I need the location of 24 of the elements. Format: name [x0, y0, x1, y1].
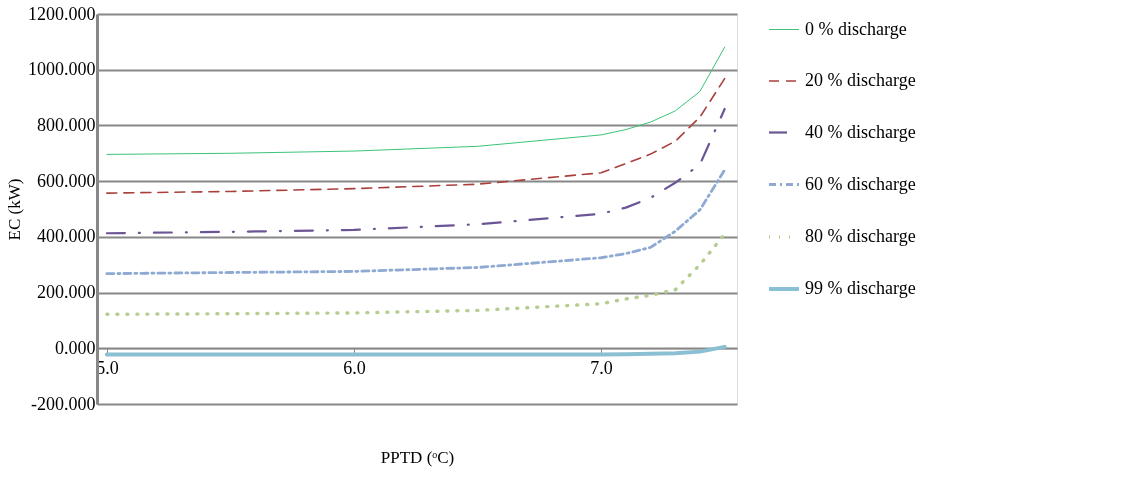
line-series: [105, 107, 726, 235]
y-tick-label: 400.000: [37, 226, 96, 247]
y-tick-label: 1200.000: [28, 3, 96, 24]
y-axis-title: EC (kW): [5, 178, 24, 241]
y-tick-label: 0.000: [55, 337, 96, 358]
y-tick-label: 200.000: [37, 282, 96, 303]
legend-label: 80 % discharge: [805, 226, 916, 246]
legend-label: 40 % discharge: [805, 121, 916, 142]
y-tick-label: 600.000: [37, 170, 96, 191]
y-tick-label: 1000.000: [28, 59, 96, 80]
legend-label: 99 % discharge: [805, 278, 916, 298]
y-tick-label: -200.000: [31, 393, 96, 414]
line-series: [104, 344, 727, 357]
line-series: [106, 77, 726, 194]
x-tick-label: 7.0: [590, 357, 613, 378]
line-series: [106, 46, 726, 155]
legend-label: 0 % discharge: [805, 18, 907, 39]
legend-label: 60 % discharge: [805, 173, 916, 194]
x-axis-title: PPTD (ᵒC): [380, 447, 455, 467]
line-series: [105, 232, 727, 316]
line-series: [105, 168, 727, 276]
x-tick-label: 6.0: [343, 357, 366, 378]
legend-label: 20 % discharge: [805, 70, 916, 90]
y-tick-label: 800.000: [37, 114, 96, 135]
